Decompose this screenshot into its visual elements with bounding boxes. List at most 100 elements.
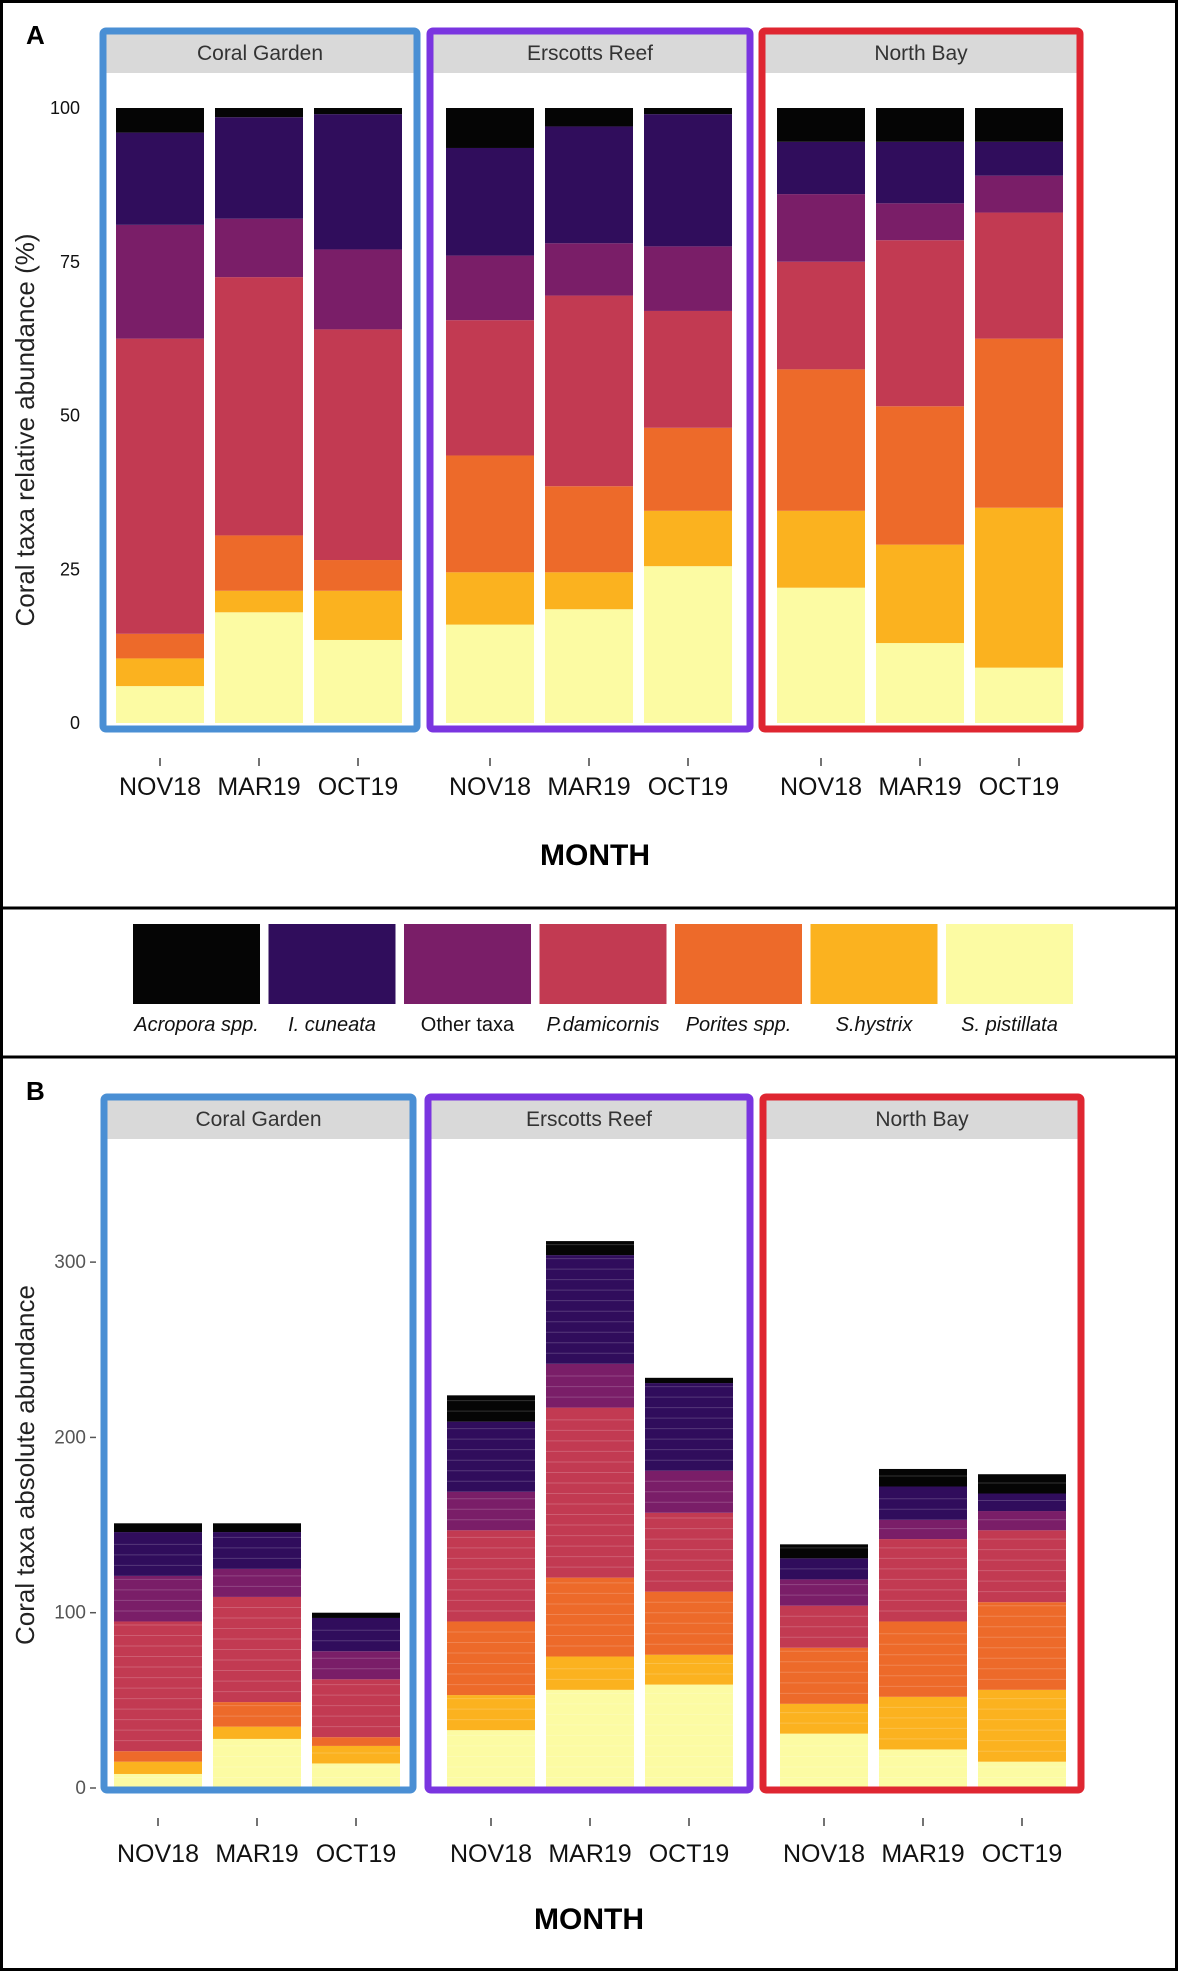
- bar-segment-p-damicornis: [780, 1605, 868, 1648]
- panel-a-facet-erscotts-reef-strip: [430, 31, 750, 73]
- bar-segment-p-damicornis: [447, 1530, 535, 1622]
- panel-b-facet-north-bay-bar-mar19: [879, 1468, 967, 1788]
- panel-a-facet-erscotts-reef-x-tick-label: OCT19: [648, 773, 729, 801]
- panel-a-facet-coral-garden-frame: [99, 27, 421, 733]
- bar-segment-p-damicornis: [978, 1530, 1066, 1603]
- bar-segment-other-taxa: [314, 249, 402, 330]
- bar-segment-other-taxa: [312, 1651, 400, 1680]
- bar-segment-i-cuneata: [546, 1255, 634, 1364]
- panel-b-x-axis-title: MONTH: [534, 1903, 644, 1936]
- bar-segment-other-taxa: [780, 1579, 868, 1606]
- bar-segment-p-damicornis: [213, 1596, 301, 1703]
- bar-segment-porites-spp: [879, 1621, 967, 1697]
- bar-segment-acropora-spp: [978, 1474, 1066, 1494]
- bar-segment-p-damicornis: [312, 1679, 400, 1738]
- legend-item-s-hystrix: S.hystrix: [810, 924, 938, 1036]
- bar-segment-i-cuneata: [446, 147, 534, 256]
- panel-b-facet-north-bay-x-tick-label: NOV18: [783, 1840, 865, 1868]
- panel-b-facet-coral-garden-frame: [100, 1093, 417, 1794]
- bar-segment-other-taxa: [446, 255, 534, 321]
- bar-segment-other-taxa: [116, 224, 204, 339]
- panel-b-facet-north-bay-bar-nov18: [780, 1544, 868, 1788]
- bar-segment-i-cuneata: [645, 1383, 733, 1471]
- panel-a-facet-coral-garden-x-tick-label: OCT19: [318, 773, 399, 801]
- panel-b-facet-erscotts-reef-x-tick-label: OCT19: [649, 1840, 730, 1868]
- bar-segment-s-pistillata: [114, 1773, 202, 1788]
- panel-b-facet-erscotts-reef: Erscotts Reef NOV18 MAR19 OCT19: [424, 1093, 754, 1868]
- bar-segment-s-hystrix: [975, 507, 1063, 668]
- panel-a-facet-coral-garden-bar-oct19: [314, 108, 402, 723]
- bar-segment-porites-spp: [645, 1591, 733, 1655]
- bar-segment-s-hystrix: [314, 590, 402, 640]
- bar-segment-acropora-spp: [545, 108, 633, 127]
- bar-segment-porites-spp: [447, 1621, 535, 1696]
- panel-a-y-tick-label: 25: [60, 559, 80, 579]
- bar-segment-porites-spp: [314, 560, 402, 591]
- panel-b-facet-coral-garden-bar-nov18: [114, 1523, 202, 1788]
- bar-segment-i-cuneata: [312, 1617, 400, 1652]
- panel-b-facet-coral-garden: Coral Garden NOV18 MAR19 OCT19: [100, 1093, 417, 1868]
- bar-segment-p-damicornis: [777, 261, 865, 370]
- bar-segment-acropora-spp: [215, 108, 303, 118]
- bar-segment-porites-spp: [312, 1737, 400, 1746]
- legend-swatch-s-pistillata: [946, 924, 1073, 1004]
- panel-a-facet-coral-garden-bar-mar19: [215, 108, 303, 723]
- panel-b-facet-erscotts-reef-x-tick-label: NOV18: [450, 1840, 532, 1868]
- legend-swatch-acropora-spp: [133, 924, 260, 1004]
- bar-segment-porites-spp: [780, 1647, 868, 1704]
- panel-b-facet-erscotts-reef-bar-mar19: [546, 1241, 634, 1788]
- panel-b-facet-coral-garden-x-tick-label: MAR19: [215, 1840, 298, 1868]
- panel-a-facet-erscotts-reef-bar-nov18: [446, 108, 534, 723]
- bar-segment-i-cuneata: [975, 141, 1063, 176]
- panel-b-y-tick-label: 100: [54, 1603, 86, 1624]
- legend: Acropora spp. I. cuneata Other taxa P.damic…: [133, 924, 1073, 1036]
- panel-b-facet-erscotts-reef-frame: [424, 1093, 754, 1794]
- bar-segment-other-taxa: [545, 243, 633, 296]
- bar-segment-porites-spp: [116, 633, 204, 659]
- panel-a-facet-coral-garden-x-tick-label: NOV18: [119, 773, 201, 801]
- panel-a-y-tick-label: 0: [70, 713, 80, 733]
- bar-segment-s-pistillata: [312, 1763, 400, 1788]
- bar-segment-acropora-spp: [546, 1241, 634, 1256]
- panel-b-facet-north-bay-title: North Bay: [875, 1108, 969, 1131]
- bar-segment-i-cuneata: [644, 114, 732, 247]
- legend-label-other-taxa: Other taxa: [421, 1014, 515, 1036]
- bar-segment-acropora-spp: [116, 108, 204, 133]
- bar-segment-other-taxa: [213, 1568, 301, 1597]
- panel-a-facet-north-bay-frame: [758, 27, 1084, 733]
- bar-segment-porites-spp: [876, 406, 964, 545]
- bar-segment-s-hystrix: [446, 572, 534, 625]
- legend-label-s-pistillata: S. pistillata: [961, 1014, 1058, 1036]
- bar-segment-s-hystrix: [644, 510, 732, 567]
- bar-segment-p-damicornis: [546, 1407, 634, 1578]
- bar-segment-porites-spp: [215, 535, 303, 591]
- panel-b-facet-erscotts-reef-bar-nov18: [447, 1395, 535, 1788]
- panel-a-facet-erscotts-reef-frame: [426, 27, 754, 733]
- bar-segment-p-damicornis: [975, 212, 1063, 339]
- legend-item-porites-spp: Porites spp.: [675, 924, 802, 1036]
- bar-segment-i-cuneata: [215, 117, 303, 219]
- bar-segment-porites-spp: [978, 1602, 1066, 1690]
- legend-label-p-damicornis: P.damicornis: [546, 1014, 659, 1036]
- panel-b-facet-north-bay: North Bay NOV18 MAR19 OCT19: [759, 1093, 1085, 1868]
- bar-segment-s-hystrix: [447, 1695, 535, 1731]
- legend-label-i-cuneata: I. cuneata: [288, 1014, 376, 1036]
- panel-a-facet-erscotts-reef: Erscotts Reef NOV18 MAR19 OCT19: [426, 27, 754, 801]
- bar-segment-porites-spp: [644, 427, 732, 511]
- bar-segment-s-pistillata: [545, 609, 633, 723]
- bar-segment-other-taxa: [975, 175, 1063, 213]
- bar-segment-s-pistillata: [978, 1761, 1066, 1788]
- bar-segment-i-cuneata: [114, 1532, 202, 1576]
- bar-segment-acropora-spp: [876, 108, 964, 142]
- bar-segment-s-pistillata: [879, 1749, 967, 1788]
- bar-segment-s-hystrix: [545, 572, 633, 610]
- bar-segment-s-pistillata: [777, 587, 865, 723]
- bar-segment-acropora-spp: [447, 1395, 535, 1422]
- bar-segment-acropora-spp: [314, 108, 402, 115]
- bar-segment-other-taxa: [546, 1363, 634, 1408]
- panel-a-facet-north-bay-bar-oct19: [975, 108, 1063, 723]
- bar-segment-acropora-spp: [975, 108, 1063, 142]
- panel-b-y-tick-label: 200: [54, 1427, 86, 1448]
- legend-swatch-s-hystrix: [810, 924, 938, 1004]
- panel-a: A Coral taxa relative abundance (%) MONT…: [10, 20, 1084, 872]
